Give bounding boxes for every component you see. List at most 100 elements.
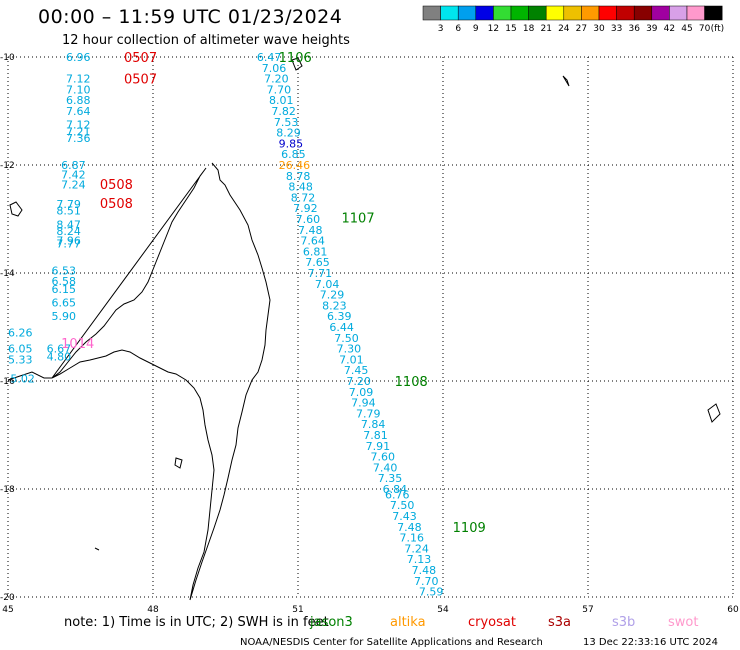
latitude-tick-label: -10 [0,53,15,63]
satellite-legend-item: s3b [612,615,635,630]
east-track-values: 6.477.067.207.708.017.827.538.299.856.85… [257,51,443,599]
colorbar-swatch [633,5,653,21]
wave-height-value: 7.13 [407,553,432,566]
wave-height-value: 7.04 [315,278,340,291]
wave-height-value: 7.64 [66,105,91,118]
coastline [7,57,721,601]
longitude-tick-label: 48 [147,605,159,615]
wave-height-value: 7.30 [337,343,362,356]
wave-height-value: 7.79 [356,407,381,420]
wave-height-value: 8.72 [291,191,316,204]
wave-height-value: 7.16 [400,532,425,545]
colorbar-swatch [422,5,441,21]
colorbar-label: 27 [576,24,587,34]
footer-credit: NOAA/NESDIS Center for Satellite Applica… [240,637,543,648]
wave-height-value: 7.53 [274,116,299,129]
colorbar-unit: (ft) [711,24,725,34]
wave-height-value: 8.23 [322,299,347,312]
coast-southwest [7,371,52,381]
colorbar-swatch [528,5,547,21]
wave-height-value: 7.92 [293,202,318,215]
colorbar-label: 24 [558,24,570,34]
colorbar-swatch [563,5,582,21]
wave-height-value: 7.24 [404,542,429,555]
wave-height-value: 6.81 [303,245,328,258]
latitude-tick-label: -12 [0,161,15,171]
longitude-tick-label: 51 [292,605,303,615]
colorbar-label: 36 [628,24,640,34]
wave-height-value: 6.87 [61,159,86,172]
wave-height-value: 7.06 [262,62,287,75]
legend-note: note: 1) Time is in UTC; 2) SWH is in fe… [64,615,329,630]
wave-height-value: 7.40 [373,461,398,474]
colorbar-label: 12 [488,24,499,34]
west-track-values: 6.967.127.106.887.647.127.217.366.877.42… [8,51,91,385]
colorbar-swatch [581,5,600,21]
wave-height-value: 7.50 [390,499,415,512]
wave-height-value: 8.48 [288,181,313,194]
wave-height-value: 6.84 [383,483,408,496]
colorbar-label: 21 [540,24,551,34]
colorbar-label: 9 [473,24,479,34]
pass-time-label: 1109 [453,521,486,536]
wave-height-value: 6.39 [327,310,352,323]
wave-height-value: 7.10 [66,83,91,96]
map-frame [8,57,733,597]
wave-height-value: 7.48 [397,521,422,534]
colorbar-swatch [686,5,705,21]
colorbar-label: 3 [438,24,444,34]
wave-height-value: 7.45 [344,364,369,377]
wave-height-value: 6.15 [52,283,77,296]
wave-height-value: 8.47 [56,218,80,231]
wave-height-value: 7.59 [419,586,444,599]
wave-height-value: 7.21 [66,126,91,139]
wave-height-value: 7.60 [296,213,321,226]
latitude-tick-label: -20 [0,593,15,603]
satellite-legend-item: jason3 [309,615,353,630]
wave-height-value: 7.79 [56,198,80,211]
wave-height-value: 7.77 [56,237,80,250]
colorbar-swatch [598,5,617,21]
wave-height-value: 7.42 [61,169,86,182]
wave-height-value: 6.88 [66,94,91,107]
colorbar-label: 39 [646,24,658,34]
pass-time-label: 1014 [61,337,94,352]
pass-time-label: 1107 [342,211,375,226]
wave-height-value: 5.02 [10,372,35,385]
colorbar-label: 70 [699,24,711,34]
island-south-1 [174,457,183,469]
colorbar-label: 45 [681,24,692,34]
wave-height-value: 7.43 [392,510,417,523]
wave-height-value: 7.81 [363,429,388,442]
colorbar-swatch [669,5,688,21]
wave-height-value: 6.44 [329,321,354,334]
wave-height-value: 7.20 [346,375,371,388]
wave-height-value: 6.76 [385,488,410,501]
colorbar-label: 6 [455,24,461,34]
colorbar-swatch [457,5,477,21]
satellite-legend-item: cryosat [468,615,516,630]
wave-height-value: 7.48 [298,224,323,237]
colorbar-swatch [545,5,565,21]
satellite-legend-item: swot [668,615,698,630]
wave-height-value: 6.58 [52,275,77,288]
wave-height-value: 7.29 [320,289,345,302]
colorbar-label: 15 [505,24,516,34]
wave-height-value: 7.94 [351,397,376,410]
wave-height-value: 4.80 [47,351,72,364]
wave-height-value: 7.35 [378,472,403,485]
wave-height-value: 9.85 [279,137,304,150]
colorbar-label: 42 [664,24,675,34]
wave-height-value: 6.65 [52,297,77,310]
wave-height-value: 7.12 [66,73,91,86]
wave-height-value: 7.12 [66,119,91,132]
satellite-legend-item: altika [390,615,426,630]
colorbar-label: 33 [611,24,622,34]
satellite-legend-item: s3a [548,615,571,630]
colorbar-swatch [616,5,635,21]
wave-height-value: 7.91 [366,440,391,453]
footer-timestamp: 13 Dec 22:33:16 UTC 2024 [583,637,718,648]
wave-height-value: 5.90 [52,310,77,323]
pass-time-label: 1106 [279,51,312,66]
wave-height-value: 6.05 [8,343,33,356]
